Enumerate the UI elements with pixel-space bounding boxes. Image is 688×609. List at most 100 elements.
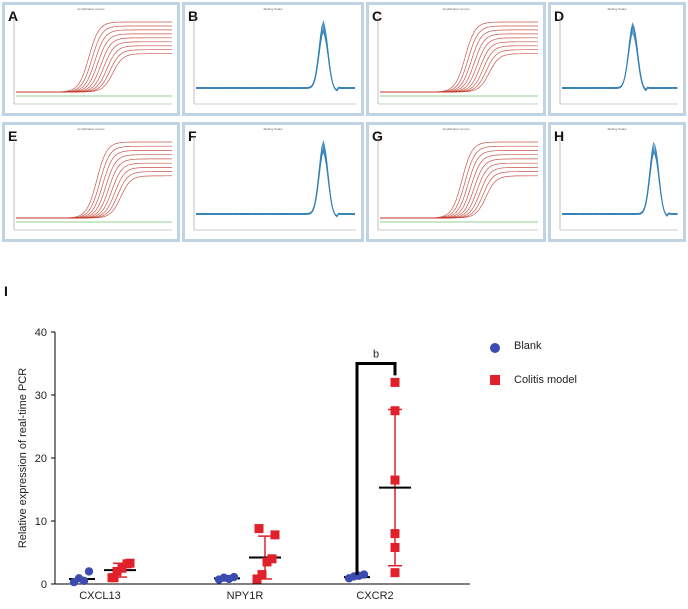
panel-title: Amplification Curves (77, 127, 105, 131)
curve-plot (193, 16, 356, 105)
qpcr-panel-f: F Melting Peaks (182, 122, 364, 242)
amplification-curve (380, 41, 538, 93)
amplification-curve (16, 145, 172, 219)
curve-plot (13, 136, 172, 231)
curve-plot (193, 136, 356, 231)
melting-curve (561, 141, 678, 217)
amplification-curve (380, 21, 538, 93)
panel-title: Melting Peaks (263, 127, 283, 131)
legend-colitis-label: Colitis model (514, 374, 577, 386)
legend-blank-marker (490, 343, 500, 353)
amplification-curve (16, 158, 172, 219)
y-tick-label: 20 (35, 453, 47, 465)
legend-blank-label: Blank (514, 340, 542, 352)
panel-canvas (185, 125, 361, 239)
significance-label: b (373, 349, 379, 361)
colitis-point (390, 377, 400, 387)
amplification-curve (380, 167, 538, 219)
colitis-point (390, 542, 400, 552)
amplification-curve (16, 141, 172, 219)
panel-letter: B (188, 8, 199, 24)
qpcr-panel-c: C Amplification Curves (366, 2, 546, 116)
melting-curve (195, 150, 356, 217)
panel-letter: A (8, 8, 19, 24)
melting-curve (561, 26, 678, 91)
amplification-curve (16, 53, 172, 93)
colitis-point (390, 529, 400, 539)
melting-curve (195, 147, 356, 217)
panel-title: Melting Peaks (263, 7, 283, 11)
melting-curve (195, 27, 356, 91)
y-axis-label: Relative expression of real-time PCR (17, 368, 29, 548)
melting-curve (195, 29, 355, 91)
blank-point (84, 567, 94, 576)
y-tick-label: 0 (41, 579, 47, 591)
y-tick-label: 40 (35, 327, 47, 339)
curve-plot (559, 16, 678, 105)
significance-bracket (355, 362, 397, 576)
melting-curve (195, 22, 355, 92)
panel-title: Melting Peaks (607, 7, 627, 11)
colitis-point (262, 557, 272, 567)
amplification-curve (16, 29, 172, 93)
amplification-curve (380, 53, 538, 93)
melting-curve (195, 149, 355, 217)
amplification-curve (380, 49, 538, 93)
amplification-curve (16, 175, 172, 219)
melting-curve (195, 30, 356, 91)
melting-curve (561, 23, 678, 91)
panel-canvas (369, 5, 543, 113)
blank-point (79, 576, 89, 586)
melting-curve (195, 139, 356, 218)
melting-curve (561, 22, 678, 91)
melting-curve (562, 25, 678, 91)
colitis-point (117, 563, 127, 573)
qpcr-panel-a: A Amplification Curves (2, 2, 180, 116)
amplification-curve (16, 150, 172, 219)
colitis-point (254, 524, 264, 534)
y-tick-label: 10 (35, 516, 47, 528)
qpcr-panel-b: B Melting Peaks (182, 2, 364, 116)
panel-label-i: I (4, 283, 8, 299)
amplification-curve (380, 158, 538, 219)
blank-point (359, 570, 369, 579)
qpcr-panel-e: E Amplification Curves (2, 122, 180, 242)
panel-canvas (5, 125, 177, 239)
colitis-point (125, 558, 135, 568)
panel-letter: F (188, 128, 197, 144)
panel-letter: E (8, 128, 18, 144)
melting-curve (196, 144, 356, 218)
expression-chart: 0 10 20 30 40 Relative expression of real-tim… (17, 327, 470, 602)
melting-curve (195, 142, 355, 218)
panel-letter: G (372, 128, 383, 144)
colitis-point (112, 566, 122, 576)
amplification-curve (16, 25, 172, 93)
melting-curve (561, 144, 678, 217)
melting-curve (195, 20, 356, 92)
panel-letter: H (554, 128, 565, 144)
panel-letter: C (372, 8, 383, 24)
legend-colitis-marker (490, 375, 500, 385)
qpcr-panel-h: H Melting Peaks (548, 122, 686, 242)
panel-canvas (369, 125, 543, 239)
curve-plot (13, 16, 172, 105)
colitis-point (109, 573, 119, 583)
panel-canvas (551, 5, 683, 113)
colitis-point (257, 570, 267, 580)
amplification-curve (380, 141, 538, 219)
panel-letter: D (554, 8, 565, 24)
amplification-curve (380, 175, 538, 219)
colitis-point (270, 530, 280, 540)
amplification-curve (380, 150, 538, 219)
melting-curve (561, 151, 678, 217)
melting-curve (561, 31, 678, 92)
amplification-curve (380, 25, 538, 93)
panel-canvas (5, 5, 177, 113)
qpcr-panel-g: G Amplification Curves (366, 122, 546, 242)
melting-curve (561, 28, 678, 92)
panel-title: Amplification Curves (77, 7, 105, 11)
amplification-curve (16, 167, 172, 219)
panel-title: Amplification Curves (442, 7, 470, 11)
colitis-point (390, 406, 400, 416)
curve-plot (377, 16, 538, 105)
